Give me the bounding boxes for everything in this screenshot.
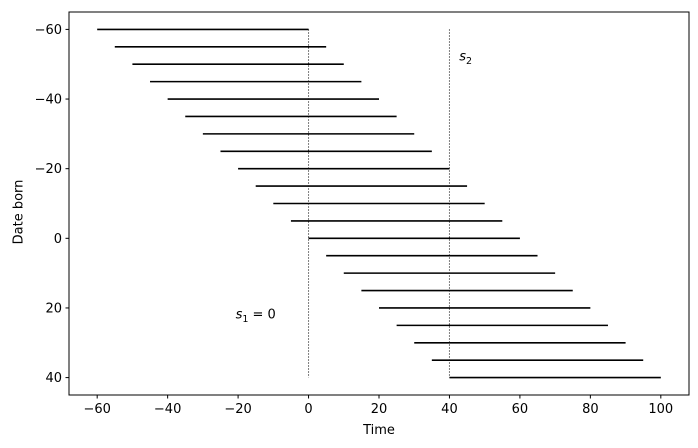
y-tick-label-40: 40 <box>45 371 62 386</box>
annotation-s1-equals-0: s1 = 0 <box>235 307 276 324</box>
annotation-s2-subscript: 2 <box>466 56 473 68</box>
x-tick-label-80: 80 <box>582 402 599 417</box>
y-tick-label-20: 20 <box>45 301 62 316</box>
x-axis-title: Time <box>363 423 395 438</box>
x-tick-label-60: 60 <box>512 402 529 417</box>
x-tick-label--40: −40 <box>154 402 181 417</box>
x-tick-label-100: 100 <box>648 402 673 417</box>
x-tick-label--20: −20 <box>224 402 251 417</box>
annotation-s2-variable: s <box>459 49 467 65</box>
y-axis-title: Date born <box>11 179 27 244</box>
y-tick-label--40: −40 <box>35 93 62 108</box>
y-tick-label--20: −20 <box>35 162 62 177</box>
annotation-s1-subscript: 1 <box>242 314 249 325</box>
x-tick-label-40: 40 <box>441 402 458 417</box>
y-tick-label-0: 0 <box>54 232 62 247</box>
x-tick-label-0: 0 <box>304 402 312 417</box>
x-tick-label--60: −60 <box>83 402 110 417</box>
y-tick-label--60: −60 <box>35 23 62 38</box>
x-tick-label-20: 20 <box>371 402 388 417</box>
annotation-s1-suffix: = 0 <box>248 307 276 323</box>
annotation-s1-variable: s <box>235 307 243 323</box>
annotation-s2: s2 <box>459 49 473 68</box>
